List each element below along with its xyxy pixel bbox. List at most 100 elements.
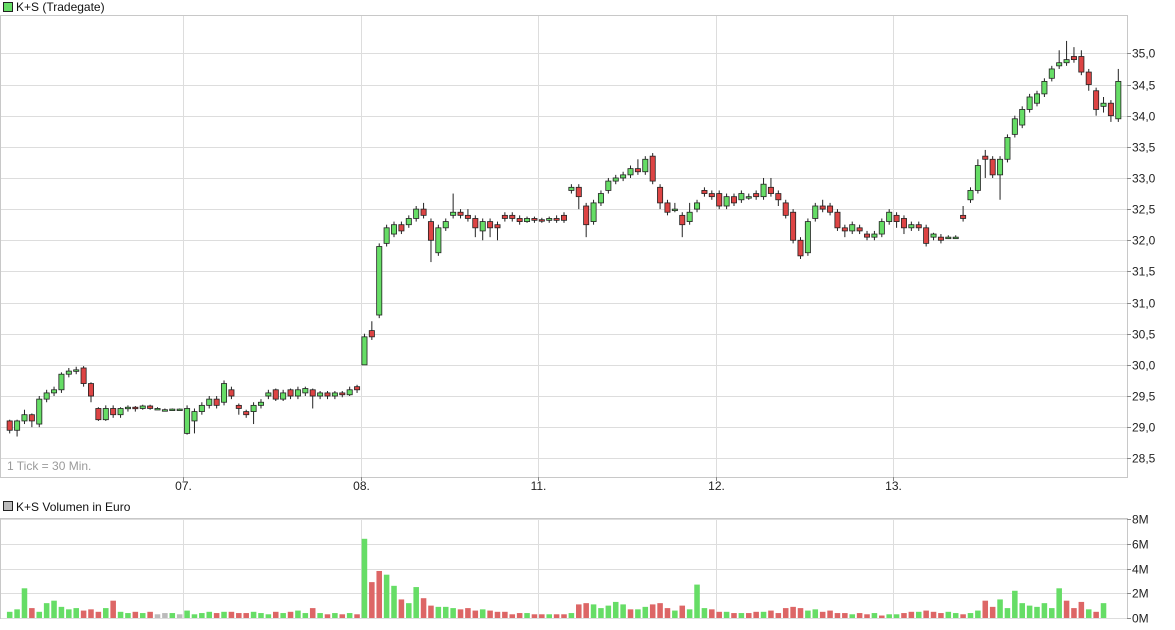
volume-bar: [871, 613, 878, 618]
candle: [849, 221, 856, 235]
candle-body: [804, 221, 811, 254]
volume-bar: [989, 606, 996, 618]
volume-bar: [679, 605, 686, 618]
candle: [760, 177, 767, 200]
candle-body: [117, 408, 124, 416]
candle-body: [442, 221, 449, 229]
volume-bar: [790, 606, 796, 618]
volume-y-tick-label: 6M: [1132, 538, 1149, 552]
candle: [51, 386, 58, 397]
volume-bar: [265, 614, 272, 618]
volume-bar: [354, 614, 360, 618]
candle-body: [198, 404, 205, 412]
candle-body: [590, 202, 597, 222]
candle: [235, 403, 242, 415]
volume-bar: [272, 611, 279, 618]
candle-body: [568, 186, 575, 191]
candle: [450, 193, 457, 219]
volume-bar: [531, 614, 538, 618]
volume-bar: [398, 599, 405, 618]
candle: [243, 409, 250, 418]
volume-bar: [132, 611, 139, 618]
candle-body: [812, 205, 819, 219]
volume-bar: [1063, 600, 1070, 618]
candle-body: [561, 214, 567, 221]
candle-body: [161, 409, 168, 412]
candle-body: [819, 205, 826, 210]
volume-bar: [879, 615, 885, 618]
volume-bar: [1012, 590, 1018, 618]
candle: [819, 199, 826, 213]
candle-body: [731, 196, 737, 204]
x-tick-label: 08.: [353, 479, 370, 493]
candle-body: [797, 239, 804, 257]
volume-bar: [768, 610, 774, 618]
candle: [154, 407, 161, 411]
candle: [627, 165, 634, 178]
candle-body: [1048, 68, 1055, 79]
candle-body: [339, 392, 346, 396]
candle-body: [1100, 102, 1107, 107]
candle-body: [694, 202, 701, 210]
volume-bar: [236, 613, 242, 618]
candle-body: [1115, 81, 1122, 120]
volume-bar: [967, 613, 974, 618]
price-y-tick-label: 28,5: [1132, 452, 1156, 466]
candle-body: [272, 389, 279, 400]
candle-body: [132, 406, 139, 410]
candle: [501, 212, 508, 222]
candle-body: [176, 408, 183, 411]
candle: [198, 402, 205, 415]
candle: [960, 206, 967, 222]
volume-bar: [206, 611, 213, 618]
candle-body: [280, 392, 287, 400]
candle-body: [235, 404, 242, 409]
candle: [88, 382, 94, 403]
candle: [738, 190, 745, 203]
candle: [324, 391, 331, 400]
candle: [509, 212, 516, 222]
candle: [287, 388, 294, 400]
volume-bar: [1085, 609, 1092, 618]
candle-body: [546, 218, 553, 221]
volume-legend-swatch: [3, 501, 13, 511]
candle: [908, 221, 915, 231]
candle: [169, 408, 176, 411]
volume-bar: [509, 614, 516, 618]
candle: [671, 202, 678, 213]
candle: [664, 199, 671, 216]
volume-bar: [856, 613, 863, 618]
volume-bar: [295, 610, 301, 618]
candle-body: [657, 186, 664, 204]
candle-body: [834, 211, 841, 229]
candle: [420, 202, 427, 219]
price-legend-swatch: [3, 2, 13, 12]
volume-bar: [258, 613, 264, 618]
candle: [28, 413, 35, 428]
volume-bar: [1034, 606, 1040, 618]
candle: [657, 184, 664, 210]
candle-body: [620, 174, 627, 179]
candle-body: [974, 165, 981, 191]
candle-body: [664, 202, 671, 213]
candle: [272, 388, 279, 401]
volume-bar: [472, 610, 479, 618]
candle-body: [317, 392, 324, 397]
price-y-tick-label: 33,0: [1132, 172, 1156, 186]
candle-body: [923, 227, 930, 244]
volume-bar: [797, 608, 804, 618]
price-y-tick-label: 34,0: [1132, 110, 1156, 124]
volume-bar: [782, 608, 789, 618]
candle-body: [65, 370, 72, 375]
candle-body: [575, 186, 582, 198]
candle-body: [294, 389, 301, 397]
candle: [1107, 100, 1114, 122]
candle: [937, 234, 944, 244]
candle: [73, 366, 80, 375]
candle-body: [51, 389, 58, 394]
volume-bar: [605, 605, 612, 618]
candle: [804, 218, 811, 256]
volume-bar: [280, 613, 286, 618]
x-tick-label: 12.: [708, 479, 725, 493]
candle: [967, 187, 974, 203]
